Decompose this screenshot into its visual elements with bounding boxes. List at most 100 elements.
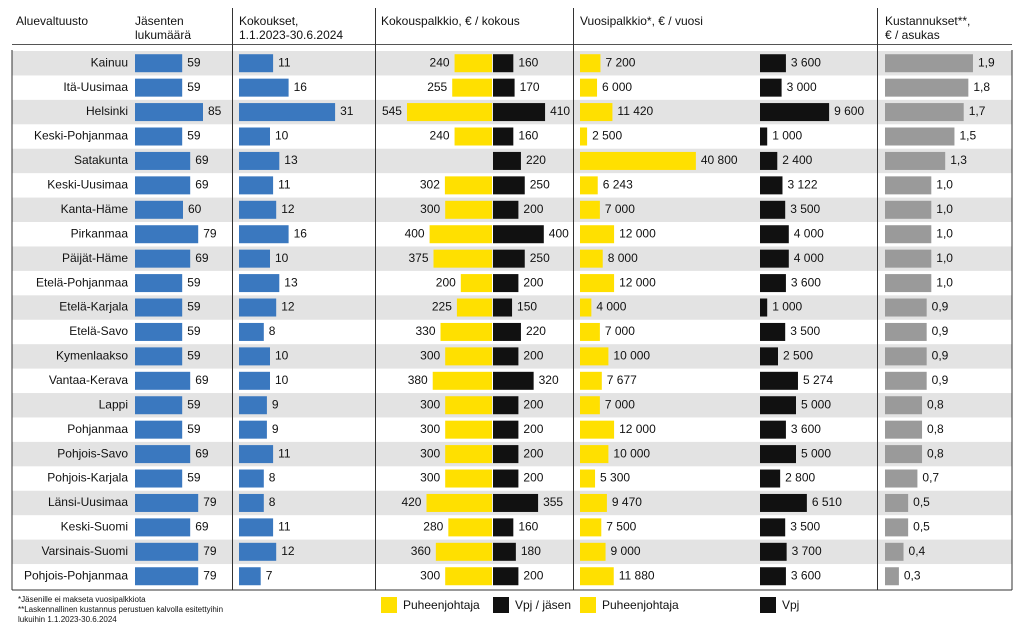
value-label: 280 <box>423 520 443 534</box>
bar <box>580 322 600 341</box>
value-label: 69 <box>195 178 209 192</box>
bar <box>445 445 492 464</box>
bar <box>135 151 191 170</box>
bar <box>454 54 492 73</box>
value-label: 375 <box>408 251 428 265</box>
value-label: 59 <box>187 55 201 69</box>
value-label: 10 000 <box>613 446 650 460</box>
bar <box>885 176 932 195</box>
value-label: 13 <box>284 153 298 167</box>
region-label: Itä-Uusimaa <box>63 80 128 94</box>
value-label: 1,3 <box>950 153 967 167</box>
value-label: 200 <box>523 446 543 460</box>
legend-swatch <box>760 597 776 613</box>
bar <box>429 225 492 244</box>
bar <box>885 493 909 512</box>
bar <box>885 469 918 488</box>
bar <box>885 518 909 537</box>
column-header: 1.1.2023-30.6.2024 <box>239 28 343 42</box>
value-label: 59 <box>187 324 201 338</box>
value-label: 59 <box>187 80 201 94</box>
bar <box>493 200 519 219</box>
value-label: 200 <box>523 397 543 411</box>
value-label: 9 000 <box>611 544 641 558</box>
bar <box>435 542 492 561</box>
bar <box>493 469 519 488</box>
value-label: 3 600 <box>791 422 821 436</box>
bar <box>580 298 592 317</box>
value-label: 79 <box>203 544 217 558</box>
bar <box>239 249 270 268</box>
bar <box>580 176 598 195</box>
region-label: Länsi-Uusimaa <box>48 495 128 509</box>
bar <box>885 225 932 244</box>
bar <box>239 469 264 488</box>
value-label: 200 <box>523 202 543 216</box>
bar <box>580 567 614 586</box>
value-label: 85 <box>208 104 222 118</box>
value-label: 10 000 <box>613 349 650 363</box>
value-label: 11 <box>278 178 291 192</box>
region-label: Kanta-Häme <box>61 202 129 216</box>
value-label: 11 880 <box>619 568 655 582</box>
value-label: 59 <box>187 397 201 411</box>
value-label: 16 <box>294 80 308 94</box>
bar <box>760 225 789 244</box>
value-label: 31 <box>340 104 354 118</box>
value-label: 40 800 <box>701 153 738 167</box>
bar <box>760 78 782 97</box>
value-label: 255 <box>427 80 447 94</box>
value-label: 3 500 <box>790 324 820 338</box>
value-label: 7 000 <box>605 324 635 338</box>
value-label: 2 500 <box>783 349 813 363</box>
value-label: 2 500 <box>592 129 622 143</box>
bar <box>239 176 274 195</box>
bar <box>760 469 781 488</box>
value-label: 1,0 <box>936 226 953 240</box>
value-label: 300 <box>420 446 440 460</box>
region-label: Pirkanmaa <box>71 226 129 240</box>
bar <box>135 274 183 293</box>
bar <box>445 396 492 415</box>
bar <box>406 103 492 122</box>
bar <box>239 225 289 244</box>
bar <box>580 493 607 512</box>
value-label: 3 600 <box>791 55 821 69</box>
bar <box>135 127 183 146</box>
bar <box>433 249 492 268</box>
bar <box>580 225 615 244</box>
bar <box>135 200 183 219</box>
bar <box>239 322 264 341</box>
region-label: Etelä-Karjala <box>59 300 128 314</box>
value-label: 420 <box>401 495 421 509</box>
bar <box>885 151 946 170</box>
bar <box>445 567 492 586</box>
column-header: Kokouspalkkio, € / kokous <box>381 14 520 28</box>
column-header: Kokoukset, <box>239 14 298 28</box>
bar <box>135 518 191 537</box>
value-label: 300 <box>420 202 440 216</box>
value-label: 7 200 <box>605 55 635 69</box>
value-label: 69 <box>195 520 209 534</box>
value-label: 1,0 <box>936 202 953 216</box>
value-label: 0,9 <box>932 349 949 363</box>
value-label: 200 <box>523 275 543 289</box>
bar <box>493 371 534 390</box>
legend-swatch <box>580 597 596 613</box>
bar <box>760 493 807 512</box>
bar <box>885 347 927 366</box>
value-label: 10 <box>275 251 289 265</box>
value-label: 160 <box>518 520 538 534</box>
value-label: 4 000 <box>794 251 824 265</box>
value-label: 200 <box>523 349 543 363</box>
bar <box>239 103 336 122</box>
value-label: 5 000 <box>801 397 831 411</box>
bar <box>432 371 492 390</box>
bar <box>493 274 519 293</box>
bar <box>426 493 492 512</box>
value-label: 1,0 <box>936 178 953 192</box>
value-label: 0,3 <box>904 568 921 582</box>
bar <box>760 371 798 390</box>
bar <box>239 396 267 415</box>
